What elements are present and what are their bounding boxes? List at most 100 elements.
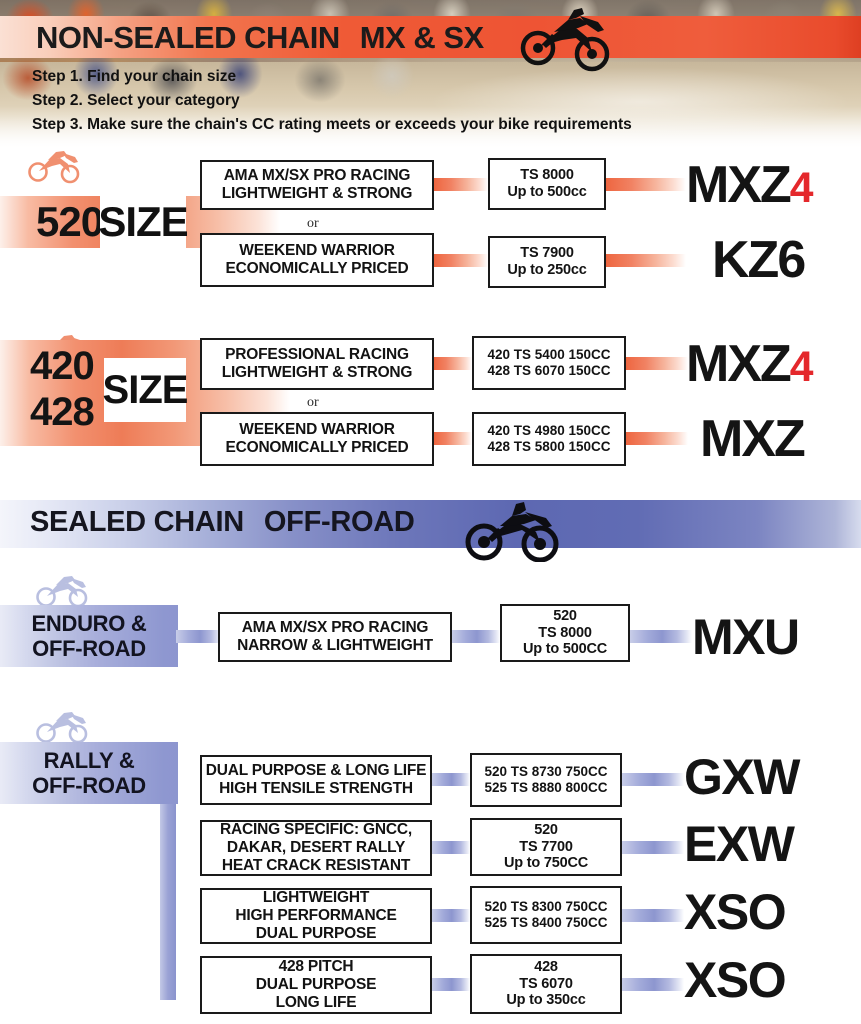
product-accent: 4: [789, 164, 814, 212]
spec-line: Up to 250cc: [507, 262, 587, 278]
desc-line: 428 PITCH: [278, 958, 354, 976]
desc-line: LIGHTWEIGHT & STRONG: [221, 185, 413, 202]
category-line: RALLY &: [43, 747, 135, 773]
connector-bar: [626, 432, 688, 445]
spec-line: TS 6070: [519, 975, 573, 992]
spec-line: 525 TS 8880 800CC: [484, 780, 608, 795]
connector-bar: [606, 178, 686, 191]
spec-line: TS 7700: [519, 838, 573, 855]
desc-line: DUAL PURPOSE: [255, 976, 377, 994]
description-box: AMA MX/SX PRO RACING NARROW & LIGHTWEIGH…: [218, 612, 452, 662]
product-accent: 4: [789, 343, 814, 391]
connector-bar: [434, 254, 488, 267]
product-label: MXZ: [686, 156, 792, 214]
connector-bar: [176, 630, 222, 643]
product-name: XSO: [684, 883, 787, 941]
description-box: LIGHTWEIGHT HIGH PERFORMANCE DUAL PURPOS…: [200, 888, 432, 944]
header-title-main: NON-SEALED CHAIN: [36, 20, 340, 55]
spec-line: 428: [534, 958, 558, 975]
category-line: OFF-ROAD: [32, 636, 146, 661]
desc-line: PROFESSIONAL RACING: [225, 346, 409, 364]
connector-bar: [434, 357, 472, 370]
desc-line: HIGH PERFORMANCE: [235, 907, 397, 925]
step-3: Step 3. Make sure the chain's CC rating …: [32, 116, 632, 133]
header-blue-title-main: SEALED CHAIN: [30, 506, 244, 538]
spec-box: 520 TS 8300 750CC 525 TS 8400 750CC: [470, 886, 622, 944]
desc-line: DUAL PURPOSE & LONG LIFE: [205, 762, 427, 780]
spec-line: 428 TS 6070 150CC: [487, 363, 611, 378]
steps-list: Step 1. Find your chain size Step 2. Sel…: [32, 68, 732, 134]
product-name: MXZ4: [686, 334, 814, 394]
desc-line: HIGH TENSILE STRENGTH: [219, 780, 413, 797]
product-name: MXZ: [700, 409, 806, 469]
small-bike-icon-520: [28, 151, 80, 184]
spec-box: 428 TS 6070 Up to 350cc: [470, 954, 622, 1014]
description-box: AMA MX/SX PRO RACING LIGHTWEIGHT & STRON…: [200, 160, 434, 210]
spec-line: 525 TS 8400 750CC: [484, 915, 608, 930]
desc-line: LIGHTWEIGHT: [262, 889, 370, 907]
spec-line: 520 TS 8300 750CC: [484, 899, 608, 915]
desc-line: NARROW & LIGHTWEIGHT: [237, 637, 433, 654]
rally-bracket-connector: [160, 752, 176, 1000]
size-number-520: 520: [36, 198, 104, 245]
connector-bar: [626, 357, 688, 370]
spec-box: 520 TS 8000 Up to 500CC: [500, 604, 630, 662]
product-label: XSO: [684, 952, 787, 1008]
motocross-bike-icon: [520, 8, 610, 72]
or-label: or: [307, 395, 319, 410]
spec-line: Up to 350cc: [506, 992, 586, 1009]
connector-bar: [622, 841, 684, 854]
spec-box: 520 TS 8730 750CC 525 TS 8880 800CC: [470, 753, 622, 807]
spec-box: 420 TS 4980 150CC 428 TS 5800 150CC: [472, 412, 626, 466]
description-box: RACING SPECIFIC: GNCC, DAKAR, DESERT RAL…: [200, 820, 432, 876]
desc-line: WEEKEND WARRIOR: [239, 242, 395, 260]
product-label: MXZ: [686, 335, 792, 393]
description-box: PROFESSIONAL RACING LIGHTWEIGHT & STRONG: [200, 338, 434, 390]
spec-line: Up to 500CC: [522, 641, 607, 658]
product-label: GXW: [684, 749, 800, 805]
spec-box: 520 TS 7700 Up to 750CC: [470, 818, 622, 876]
description-box: 428 PITCH DUAL PURPOSE LONG LIFE: [200, 956, 432, 1014]
product-label: MXU: [692, 609, 800, 665]
connector-bar: [432, 909, 470, 922]
description-box: WEEKEND WARRIOR ECONOMICALLY PRICED: [200, 233, 434, 287]
product-name: MXZ4: [686, 155, 814, 215]
spec-box: TS 8000 Up to 500cc: [488, 158, 606, 210]
description-box: WEEKEND WARRIOR ECONOMICALLY PRICED: [200, 412, 434, 466]
or-label: or: [307, 216, 319, 231]
spec-line: TS 8000: [538, 624, 592, 641]
spec-line: 520: [553, 607, 577, 624]
desc-line: DUAL PURPOSE: [255, 924, 377, 942]
desc-line: ECONOMICALLY PRICED: [225, 439, 409, 456]
desc-line: AMA MX/SX PRO RACING: [241, 619, 429, 637]
small-bike-icon-enduro: [36, 576, 88, 608]
sealed-chain-title: SEALED CHAIN OFF-ROAD: [30, 506, 415, 539]
non-sealed-chain-title: NON-SEALED CHAIN MX & SX: [36, 20, 484, 56]
connector-bar: [622, 773, 684, 786]
product-label: XSO: [684, 884, 787, 940]
header-blue-title-sub: OFF-ROAD: [263, 506, 415, 538]
size-number-428: 428: [30, 390, 95, 434]
offroad-bike-icon: [465, 502, 559, 562]
step-2: Step 2. Select your category: [32, 92, 240, 109]
desc-line: DAKAR, DESERT RALLY: [226, 839, 406, 857]
sealed-chain-header-bar: SEALED CHAIN OFF-ROAD: [0, 500, 861, 548]
connector-bar: [432, 978, 470, 991]
desc-line: ECONOMICALLY PRICED: [225, 260, 409, 277]
connector-bar: [622, 909, 684, 922]
header-title-sub: MX & SX: [359, 20, 484, 55]
connector-bar: [630, 630, 692, 643]
desc-line: WEEKEND WARRIOR: [239, 421, 395, 439]
non-sealed-chain-header-bar: NON-SEALED CHAIN MX & SX: [0, 16, 861, 58]
desc-line: LIGHTWEIGHT & STRONG: [221, 364, 413, 381]
category-line: OFF-ROAD: [32, 773, 146, 798]
category-enduro-offroad: ENDURO & OFF-ROAD: [0, 605, 178, 667]
desc-line: HEAT CRACK RESISTANT: [221, 856, 411, 874]
spec-line: Up to 500cc: [507, 184, 587, 200]
product-name: XSO: [684, 951, 787, 1009]
desc-line: AMA MX/SX PRO RACING: [223, 167, 411, 185]
connector-bar: [432, 773, 470, 786]
product-label: MXZ: [700, 410, 806, 468]
spec-line: TS 8000: [520, 167, 574, 184]
